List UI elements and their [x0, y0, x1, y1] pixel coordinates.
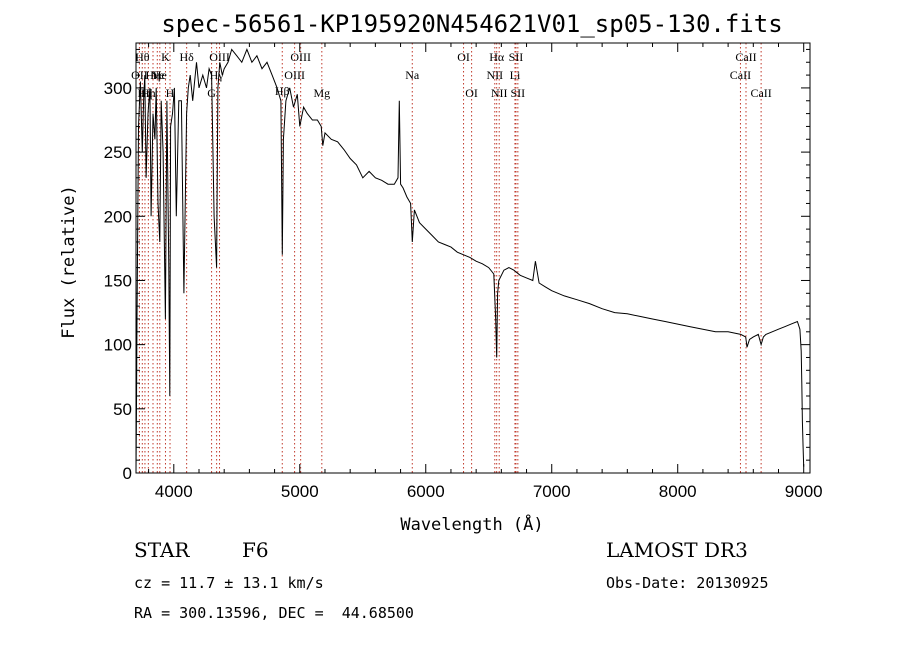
line-marker-label: Hγ: [210, 68, 225, 82]
x-tick-label: 6000: [407, 482, 445, 501]
observation-date: Obs-Date: 20130925: [606, 574, 769, 592]
y-tick-label: 100: [104, 336, 132, 355]
x-axis-label: Wavelength (Å): [400, 513, 543, 535]
redshift-velocity: cz = 11.7 ± 13.1 km/s: [134, 574, 324, 592]
line-marker-label: CaII: [735, 50, 756, 64]
line-marker-label: OIII: [284, 68, 305, 82]
flux-series-line: [135, 48, 805, 474]
line-marker-label: Li: [510, 68, 521, 82]
line-marker-label: OIII: [209, 50, 230, 64]
x-axis-ticks: 4000 5000 6000 7000 8000 9000: [148, 43, 823, 501]
y-tick-label: 250: [104, 143, 132, 162]
object-subclass: F6: [242, 538, 269, 562]
line-marker-label: OI: [465, 86, 478, 100]
y-axis-ticks: 0 50 100 150 200 250 300: [104, 48, 810, 483]
y-tick-label: 300: [104, 79, 132, 98]
line-marker-label: CaII: [730, 68, 751, 82]
survey-name: LAMOST DR3: [606, 538, 748, 562]
line-marker-label: NII: [486, 68, 503, 82]
line-marker-label: Hθ: [135, 50, 150, 64]
emission-line-labels: OIIHθHηHhHηNeHeKHHδGHγOIIIHβOIIIOIIIMgNa…: [131, 50, 772, 100]
line-marker-label: H: [166, 86, 175, 100]
y-axis-label: Flux (relative): [59, 185, 79, 339]
x-tick-label: 9000: [785, 482, 823, 501]
line-marker-label: Ne: [150, 68, 164, 82]
coordinates: RA = 300.13596, DEC = 44.68500: [134, 604, 414, 622]
line-marker-label: He: [153, 68, 167, 82]
x-tick-label: 8000: [659, 482, 697, 501]
line-marker-label: OI: [457, 50, 470, 64]
line-marker-label: Hα: [489, 50, 505, 64]
line-marker-label: Na: [405, 68, 420, 82]
y-tick-label: 0: [123, 464, 132, 483]
x-tick-label: 7000: [533, 482, 571, 501]
y-tick-label: 50: [113, 400, 132, 419]
line-marker-label: Hδ: [179, 50, 194, 64]
line-marker-label: SII: [511, 86, 526, 100]
x-tick-label: 4000: [155, 482, 193, 501]
plot-frame: [135, 42, 811, 474]
line-marker-label: K: [161, 50, 170, 64]
x-tick-label: 5000: [281, 482, 319, 501]
y-tick-label: 150: [104, 271, 132, 290]
object-class: STAR: [134, 538, 190, 562]
line-marker-label: NII: [491, 86, 508, 100]
line-marker-label: OIII: [290, 50, 311, 64]
line-marker-label: SII: [509, 50, 524, 64]
line-marker-label: Mg: [313, 86, 330, 100]
emission-line-markers: [138, 43, 762, 473]
line-marker-label: CaII: [750, 86, 771, 100]
y-tick-label: 200: [104, 207, 132, 226]
line-marker-label: Hη: [146, 68, 161, 82]
chart-title: spec-56561-KP195920N454621V01_sp05-130.f…: [161, 10, 782, 38]
